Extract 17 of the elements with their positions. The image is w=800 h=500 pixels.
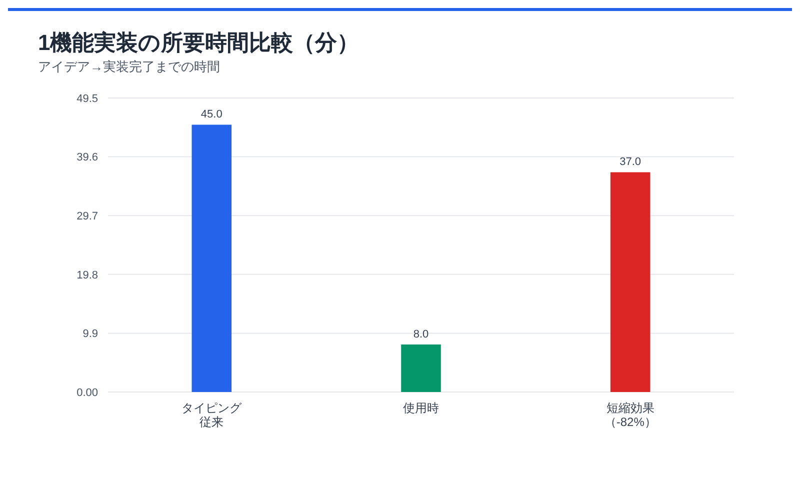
y-tick-label: 0.00 (76, 386, 98, 399)
y-tick-label: 9.9 (82, 328, 98, 340)
x-tick-label: 使用時 (403, 401, 439, 415)
y-tick-label: 39.6 (76, 152, 98, 164)
y-tick-label: 29.7 (76, 210, 98, 222)
chart-title: 1機能実装の所要時間比較（分） (38, 30, 360, 55)
data-label: 8.0 (413, 328, 429, 340)
data-label: 45.0 (200, 108, 222, 121)
data-label: 37.0 (620, 156, 642, 168)
bar (192, 124, 232, 392)
chart-subtitle: アイデア→実装完了までの時間 (38, 59, 220, 74)
x-tick-label: 短縮効果（-82%） (604, 401, 656, 429)
y-tick-label: 49.5 (76, 92, 98, 105)
y-tick-label: 19.8 (76, 269, 98, 282)
x-tick-label: タイピング従来 (182, 401, 243, 429)
bar (401, 344, 441, 392)
bar (610, 172, 650, 392)
